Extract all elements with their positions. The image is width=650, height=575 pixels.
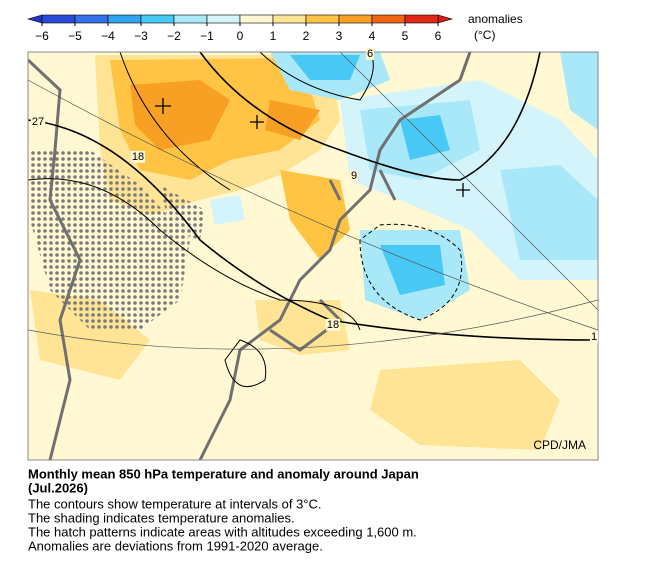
- colorbar-bin: [239, 14, 274, 24]
- colorbar-bin: [140, 14, 175, 24]
- caption-line: The hatch patterns indicate areas with a…: [28, 524, 417, 539]
- colorbar-bin: [338, 14, 373, 24]
- colorbar-unit: (°C): [474, 28, 495, 42]
- colorbar-tick-label: 6: [435, 29, 442, 43]
- colorbar-tick-label: 5: [402, 29, 409, 43]
- colorbar-tick-label: 2: [303, 29, 310, 43]
- colorbar-tick-label: 0: [237, 29, 244, 43]
- caption-title: Monthly mean 850 hPa temperature and ano…: [28, 466, 419, 481]
- caption-date: (Jul.2026): [28, 480, 88, 495]
- colorbar-bin: [107, 14, 142, 24]
- contour-label: 18: [327, 319, 339, 331]
- contour-label-bg: [325, 318, 341, 331]
- colorbar-over: [437, 14, 454, 24]
- contour-label: 1: [591, 331, 597, 343]
- colorbar-bin: [74, 14, 109, 24]
- colorbar-bin: [272, 14, 307, 24]
- colorbar-tick-label: 1: [270, 29, 277, 43]
- colorbar-tick-label: 3: [336, 29, 343, 43]
- colorbar-tick-label: −6: [35, 29, 49, 43]
- contour-label: 6: [367, 48, 373, 60]
- colorbar-tick-label: −3: [134, 29, 148, 43]
- map: [28, 52, 598, 460]
- caption-line: The contours show temperature at interva…: [28, 496, 322, 511]
- colorbar-bin: [305, 14, 340, 24]
- colorbar-title: anomalies: [468, 12, 523, 26]
- colorbar-tick-label: −2: [167, 29, 181, 43]
- credit: CPD/JMA: [533, 438, 586, 452]
- colorbar-under: [26, 14, 43, 24]
- colorbar-bin: [173, 14, 208, 24]
- colorbar-bin: [371, 14, 406, 24]
- colorbar-tick-label: −4: [101, 29, 115, 43]
- contour-label-bg: [30, 115, 46, 128]
- colorbar-bin: [41, 14, 76, 24]
- colorbar-bin: [404, 14, 439, 24]
- colorbar-tick-label: −1: [200, 29, 214, 43]
- contour-label-bg: [365, 47, 375, 60]
- colorbar-tick-label: −5: [68, 29, 82, 43]
- caption-line: The shading indicates temperature anomal…: [28, 510, 295, 525]
- colorbar-bin: [206, 14, 241, 24]
- contour-label: 27: [32, 116, 44, 128]
- map-frame: [27, 51, 599, 461]
- colorbar-tick-label: 4: [369, 29, 376, 43]
- contour-labels: 27 18 9 18 6 1: [30, 47, 599, 343]
- contour-label: 9: [351, 170, 357, 182]
- colorbar: −6 −5 −4 −3 −2 −1 0 1 2 3 4 5 6: [26, 14, 454, 43]
- contour-label-bg: [589, 330, 599, 343]
- contour-label-bg: [349, 169, 359, 182]
- caption-line: Anomalies are deviations from 1991-2020 …: [28, 538, 323, 553]
- contour-label: 18: [132, 151, 144, 163]
- contour-label-bg: [130, 150, 146, 163]
